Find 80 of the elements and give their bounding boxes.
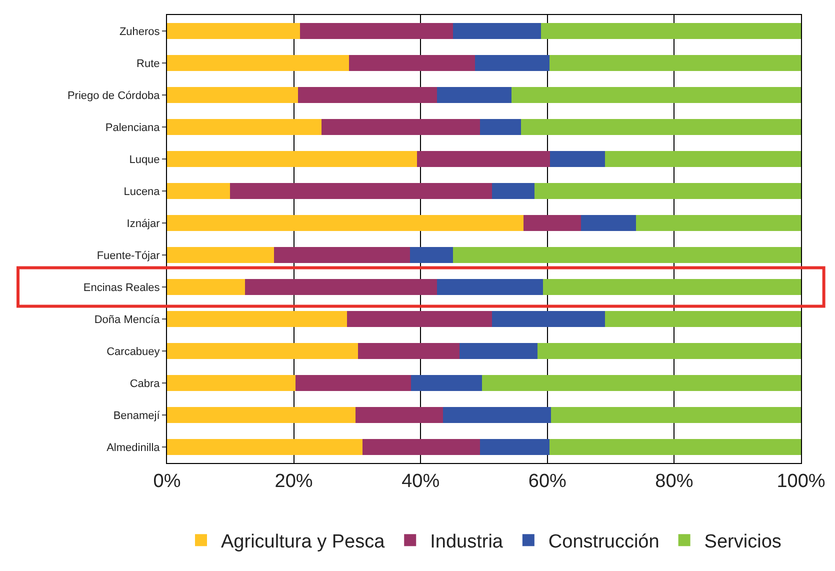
bar xyxy=(167,375,296,391)
bar xyxy=(482,375,801,391)
x-tick-label: 20% xyxy=(274,470,313,492)
bar xyxy=(459,343,538,359)
bar xyxy=(551,407,801,423)
y-tick-label: Fuente-Tójar xyxy=(96,250,160,262)
y-tick-label: Cabra xyxy=(130,378,161,390)
bar xyxy=(537,343,801,359)
bar xyxy=(167,183,230,199)
bar xyxy=(480,439,550,455)
bar xyxy=(549,55,801,71)
bar xyxy=(541,23,801,39)
x-tick-label: 0% xyxy=(153,470,181,492)
bar xyxy=(523,215,581,231)
y-tick-label: Benamejí xyxy=(113,410,161,422)
legend-label: Construcción xyxy=(548,532,660,552)
bar xyxy=(416,151,550,167)
bar xyxy=(167,23,300,39)
bar xyxy=(636,215,801,231)
bar xyxy=(167,279,245,295)
bar xyxy=(167,439,362,455)
legend-label: Industria xyxy=(430,532,504,552)
x-tick-label: 60% xyxy=(528,470,567,492)
bar xyxy=(452,23,542,39)
bar xyxy=(167,247,274,263)
bar xyxy=(347,311,492,327)
bar xyxy=(296,375,412,391)
bar xyxy=(167,119,322,135)
bar xyxy=(362,439,480,455)
y-tick-label: Palenciana xyxy=(105,122,161,134)
y-tick-label: Luque xyxy=(129,154,160,166)
bar xyxy=(442,407,552,423)
bar xyxy=(534,183,801,199)
bar xyxy=(358,343,460,359)
legend-label: Servicios xyxy=(704,532,782,552)
x-tick-label: 80% xyxy=(655,470,694,492)
bar xyxy=(298,87,438,103)
y-tick-label: Rute xyxy=(136,58,160,70)
bar xyxy=(542,279,801,295)
bar xyxy=(300,23,453,39)
bar xyxy=(492,183,535,199)
bar xyxy=(410,247,453,263)
bar xyxy=(452,247,801,263)
bar xyxy=(605,311,801,327)
bar xyxy=(322,119,480,135)
y-tick-label: Lucena xyxy=(124,186,161,198)
bar xyxy=(549,439,801,455)
x-tick-label: 100% xyxy=(776,470,826,492)
y-tick-label: Almedinilla xyxy=(106,442,161,454)
y-tick-label: Encinas Reales xyxy=(83,282,160,294)
bar xyxy=(230,183,492,199)
bar xyxy=(274,247,410,263)
bar xyxy=(167,87,298,103)
bar xyxy=(475,55,550,71)
y-tick-label: Doña Mencía xyxy=(94,314,161,326)
bar xyxy=(520,119,801,135)
bar xyxy=(167,343,358,359)
x-tick-label: 40% xyxy=(402,470,440,492)
bar xyxy=(167,407,356,423)
bar xyxy=(244,279,438,295)
legend-label: Agricultura y Pesca xyxy=(221,532,386,552)
bar xyxy=(511,87,801,103)
bar xyxy=(550,151,606,167)
y-tick-label: Iznájar xyxy=(126,218,160,230)
bar xyxy=(437,279,543,295)
bar xyxy=(581,215,636,231)
y-tick-label: Priego de Córdoba xyxy=(67,90,161,102)
bar xyxy=(355,407,443,423)
bar xyxy=(605,151,801,167)
bar xyxy=(348,55,476,71)
y-tick-label: Carcabuey xyxy=(106,346,160,358)
bar xyxy=(167,151,417,167)
y-tick-label: Zuheros xyxy=(119,26,160,38)
bar xyxy=(167,311,348,327)
bar xyxy=(492,311,606,327)
bar xyxy=(411,375,482,391)
bar xyxy=(480,119,521,135)
bar xyxy=(437,87,512,103)
bar xyxy=(167,215,524,231)
bar xyxy=(167,55,349,71)
